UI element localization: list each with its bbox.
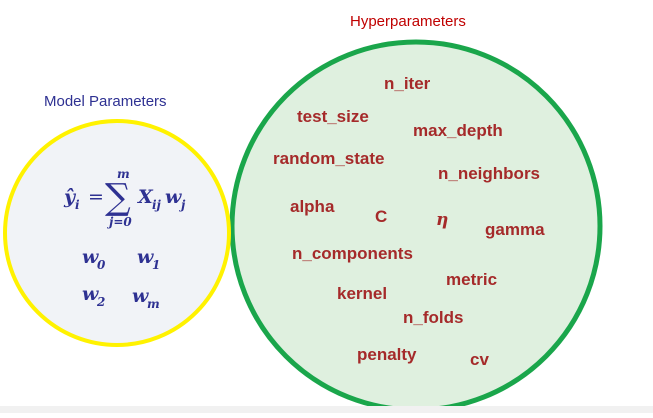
equation-equals: =	[88, 186, 104, 208]
hyperparameter-kernel: kernel	[337, 284, 388, 303]
weight-w1: w	[137, 246, 154, 268]
equation-term-w-sub: j	[179, 198, 186, 212]
hyperparameter-eta: η	[436, 210, 449, 230]
hyperparameter-gamma: gamma	[485, 220, 545, 239]
equation-term-x-sub: ij	[152, 198, 162, 212]
hyperparameter-n-components: n_components	[292, 244, 413, 263]
hyperparameters-title: Hyperparameters	[350, 13, 466, 30]
weight-w2: w	[82, 283, 99, 305]
hyperparameter-cv: cv	[470, 350, 489, 369]
hyperparameter-max-depth: max_depth	[413, 121, 503, 140]
hyperparameter-n-iter: n_iter	[384, 74, 431, 93]
weight-w0: w	[82, 246, 99, 268]
model-equation: ŷ i = ∑ m j=0 X ij w j	[63, 167, 186, 229]
hyperparameter-c: C	[375, 207, 388, 226]
weight-wm-sub: m	[147, 297, 160, 311]
hyperparameter-metric: metric	[446, 270, 498, 289]
equation-term-x: X	[137, 186, 154, 208]
hyperparameter-alpha: alpha	[290, 197, 335, 216]
weight-w0-sub: 0	[97, 258, 106, 272]
weight-list: w 0 w 1 w 2 w m	[82, 246, 160, 311]
weight-wm: w	[132, 285, 149, 307]
weight-w1-sub: 1	[152, 258, 160, 272]
hyperparameter-penalty: penalty	[357, 345, 417, 364]
sum-lower-limit: j=0	[107, 215, 132, 229]
equation-lhs-sub: i	[75, 198, 80, 212]
hyperparameter-test-size: test_size	[297, 107, 369, 126]
bottom-strip	[0, 406, 653, 413]
hyperparameter-random-state: random_state	[273, 149, 385, 168]
model-parameters-title: Model Parameters	[44, 93, 167, 110]
hyperparameter-n-folds: n_folds	[403, 308, 464, 327]
sum-upper-limit: m	[117, 167, 130, 181]
equation-lhs: ŷ	[63, 186, 77, 208]
sum-symbol: ∑	[105, 177, 131, 218]
hyperparameter-n-neighbors: n_neighbors	[438, 164, 541, 183]
weight-w2-sub: 2	[96, 295, 105, 309]
model-parameters-circle	[3, 119, 231, 347]
equation-term-w: w	[165, 186, 182, 208]
